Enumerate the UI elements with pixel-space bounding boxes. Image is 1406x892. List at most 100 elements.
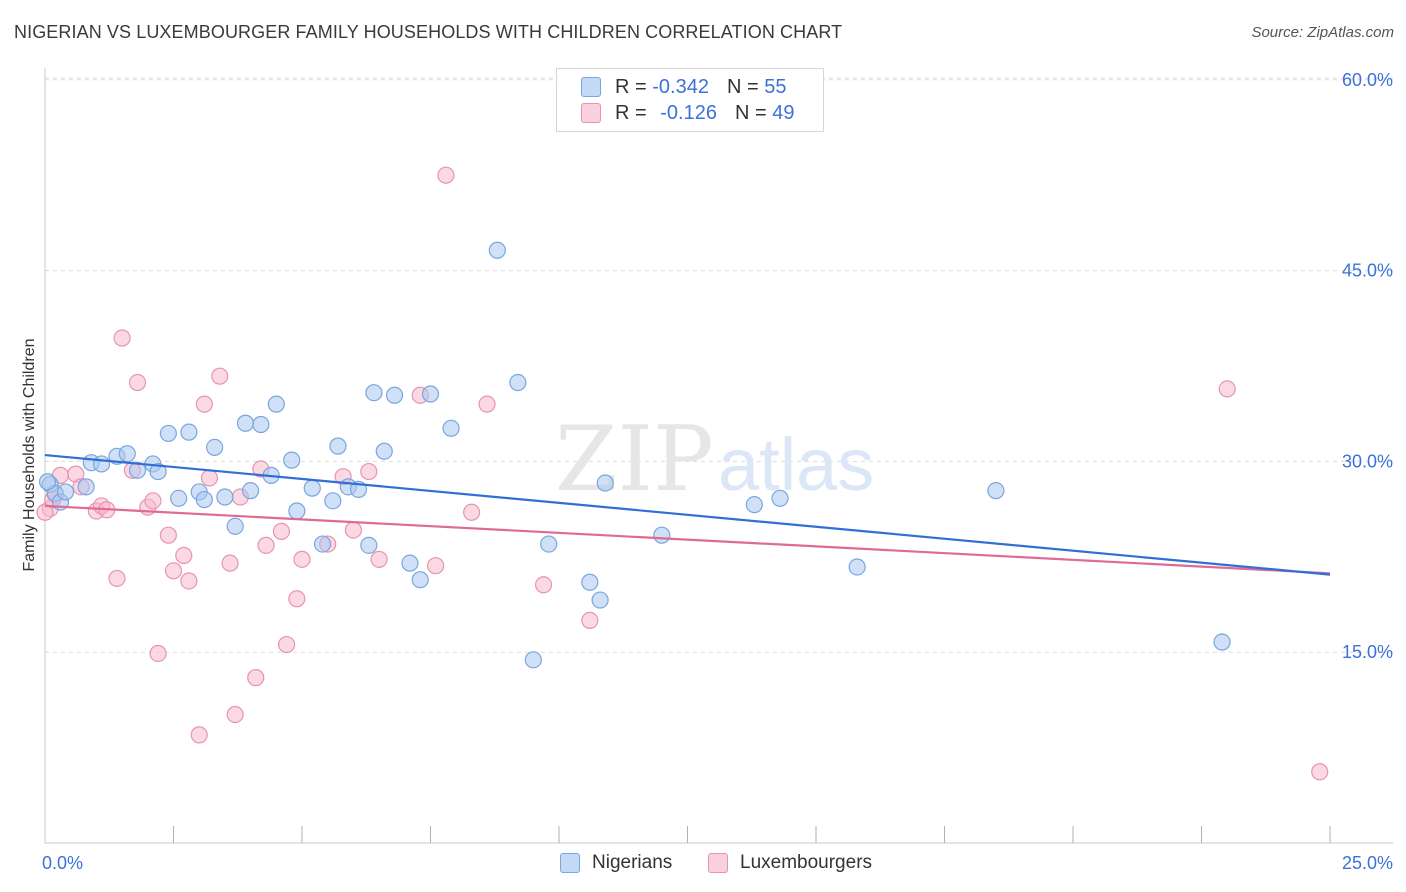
data-point xyxy=(540,535,558,553)
data-point xyxy=(128,373,147,392)
data-point xyxy=(313,535,332,553)
data-point xyxy=(653,526,671,544)
legend-n-value: 49 xyxy=(772,101,795,124)
legend-swatch-blue xyxy=(581,77,601,97)
data-point xyxy=(385,386,404,404)
data-point xyxy=(987,482,1005,500)
data-point xyxy=(365,384,383,402)
data-point xyxy=(242,482,260,500)
data-point xyxy=(509,373,527,392)
legend-r-label: R = xyxy=(615,75,653,98)
data-point xyxy=(216,488,234,506)
legend-r-label: R = xyxy=(615,101,653,124)
legend-n-value: 55 xyxy=(764,75,787,98)
legend-row-luxembourgers: R = -0.126 N = 49 xyxy=(581,101,794,125)
data-point xyxy=(149,644,167,663)
data-point xyxy=(118,445,136,463)
data-point xyxy=(581,611,599,630)
x-tick-label: 0.0% xyxy=(42,853,83,873)
data-point xyxy=(293,550,311,568)
data-point xyxy=(272,522,291,540)
data-point xyxy=(344,521,362,539)
data-point xyxy=(581,573,599,591)
data-point xyxy=(421,385,440,403)
data-point xyxy=(200,469,219,487)
data-point xyxy=(206,438,224,457)
legend-n-label: N = xyxy=(726,75,765,98)
data-point xyxy=(324,492,342,510)
watermark-atlas: atlas xyxy=(718,423,874,506)
trend-lines xyxy=(44,453,1331,576)
series-legend-luxembourgers[interactable]: Luxembourgers xyxy=(708,852,872,874)
data-point xyxy=(283,451,301,469)
data-point xyxy=(360,536,378,554)
y-tick-label: 45.0% xyxy=(1342,261,1393,281)
data-point xyxy=(175,546,193,565)
data-point xyxy=(534,576,553,594)
data-point xyxy=(159,526,177,544)
data-point xyxy=(591,591,609,609)
data-point xyxy=(370,550,388,568)
data-point xyxy=(226,517,244,535)
data-point xyxy=(442,419,460,437)
y-tick-label: 60.0% xyxy=(1342,70,1393,90)
y-tick-label: 15.0% xyxy=(1342,642,1393,662)
data-point xyxy=(277,635,296,654)
data-point xyxy=(180,423,198,441)
data-point xyxy=(427,557,445,575)
trend-line-nigerians xyxy=(44,453,1331,576)
chart-title: NIGERIAN VS LUXEMBOURGER FAMILY HOUSEHOL… xyxy=(14,22,843,42)
data-point xyxy=(180,572,198,590)
data-point xyxy=(149,462,167,481)
tick-labels: 15.0% 30.0% 45.0% 60.0% 0.0% 25.0% xyxy=(42,70,1393,873)
data-point xyxy=(236,414,255,432)
data-point xyxy=(92,455,111,473)
watermark-zip: ZIP xyxy=(555,407,714,512)
source-label: Source: ZipAtlas.com xyxy=(1251,24,1394,41)
data-point xyxy=(77,478,95,496)
data-point xyxy=(288,502,306,520)
data-point xyxy=(36,503,54,521)
data-point xyxy=(1213,633,1231,651)
data-point xyxy=(144,492,162,510)
series-swatch-pink xyxy=(708,853,728,873)
data-point xyxy=(38,473,57,491)
data-point xyxy=(159,424,177,443)
data-point xyxy=(463,503,481,521)
series-label-nigerians: Nigerians xyxy=(592,852,673,873)
data-point xyxy=(401,554,419,572)
legend-row-nigerians: R = -0.342 N = 55 xyxy=(581,75,786,99)
data-point xyxy=(360,462,378,481)
data-point xyxy=(221,554,239,572)
legend-r-value: -0.126 xyxy=(660,101,717,124)
data-point xyxy=(195,395,213,413)
series-swatch-blue xyxy=(560,853,580,873)
data-point xyxy=(226,705,244,724)
data-point xyxy=(771,489,789,507)
y-tick-label: 30.0% xyxy=(1342,451,1393,471)
nigerians-points xyxy=(38,241,1231,669)
data-point xyxy=(488,241,506,259)
data-point xyxy=(211,367,229,385)
data-point xyxy=(170,489,188,507)
data-point xyxy=(524,651,542,669)
data-point xyxy=(478,395,496,413)
data-point xyxy=(1311,763,1329,781)
data-point xyxy=(267,395,285,413)
trend-line-luxembourgers xyxy=(44,504,1331,575)
legend-r-value: -0.342 xyxy=(652,75,709,98)
x-tick-label: 25.0% xyxy=(1342,853,1393,873)
legend-n-label: N = xyxy=(734,101,773,124)
series-legend: Nigerians Luxembourgers xyxy=(0,852,1406,878)
data-point xyxy=(252,415,270,434)
data-point xyxy=(113,329,131,347)
data-point xyxy=(745,496,763,514)
data-point xyxy=(437,166,455,184)
data-point xyxy=(257,536,275,554)
data-point xyxy=(108,569,126,588)
data-point xyxy=(288,590,306,608)
series-legend-nigerians[interactable]: Nigerians xyxy=(560,852,672,874)
data-point xyxy=(1218,380,1236,398)
series-label-luxembourgers: Luxembourgers xyxy=(740,852,873,873)
data-point xyxy=(190,726,208,744)
